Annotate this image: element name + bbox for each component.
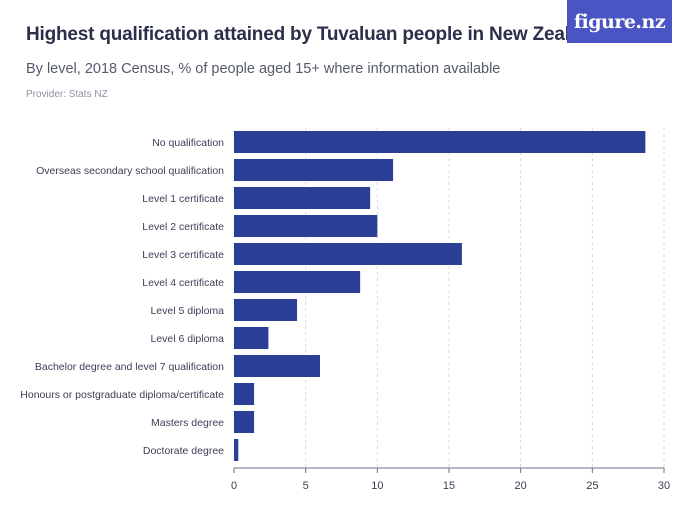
bar[interactable] [234,271,361,293]
logo-text: figure.nz [573,10,666,33]
bar[interactable] [234,243,462,265]
bar[interactable] [234,383,255,405]
x-tick-label: 5 [303,480,309,492]
chart-title: Highest qualification attained by Tuvalu… [26,24,603,45]
category-label: Masters degree [151,417,224,429]
bar[interactable] [234,327,269,349]
category-label: No qualification [152,137,224,149]
bar[interactable] [234,411,255,433]
x-tick-label: 15 [443,480,455,492]
x-tick-label: 10 [371,480,383,492]
provider-note: Provider: Stats NZ [26,89,108,100]
category-label: Level 2 certificate [142,221,224,233]
bar[interactable] [234,131,646,153]
bar[interactable] [234,439,239,461]
x-tick-label: 30 [658,480,670,492]
category-label: Overseas secondary school qualification [36,165,224,177]
x-tick-label: 25 [586,480,598,492]
bar[interactable] [234,215,378,237]
chart-subtitle: By level, 2018 Census, % of people aged … [26,61,501,77]
figure-nz-logo[interactable]: figure.nz [567,0,672,43]
x-tick-label: 0 [231,480,237,492]
category-label: Level 5 diploma [150,305,224,317]
category-label: Level 1 certificate [142,193,224,205]
category-label: Honours or postgraduate diploma/certific… [20,389,224,401]
category-label: Bachelor degree and level 7 qualificatio… [35,361,224,373]
bar[interactable] [234,159,394,181]
category-label: Level 4 certificate [142,277,224,289]
category-label: Level 3 certificate [142,249,224,261]
bar[interactable] [234,299,298,321]
category-label: Doctorate degree [143,445,224,457]
x-tick-label: 20 [515,480,527,492]
bar[interactable] [234,355,320,377]
bar[interactable] [234,187,371,209]
category-label: Level 6 diploma [150,333,224,345]
